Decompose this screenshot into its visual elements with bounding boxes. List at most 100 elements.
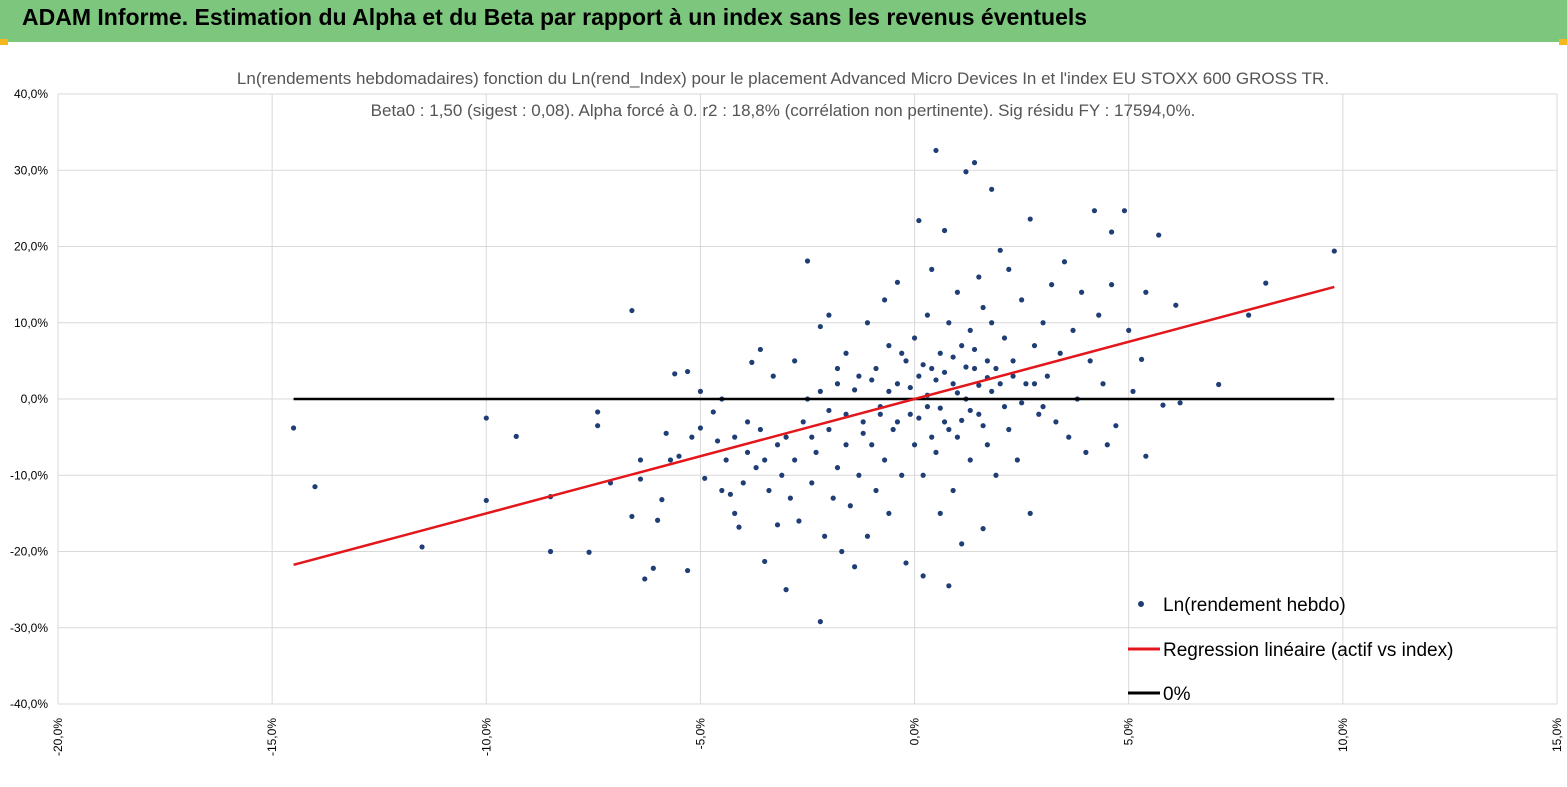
- chart-title: Ln(rendements hebdomadaires) fonction du…: [237, 69, 1329, 88]
- data-point: [877, 411, 883, 417]
- data-point: [864, 533, 871, 539]
- data-point: [989, 388, 995, 394]
- data-point: [1023, 381, 1029, 387]
- legend-label-zero: 0%: [1163, 684, 1191, 705]
- legend-marker-points: [1138, 601, 1144, 607]
- data-point: [1006, 266, 1012, 272]
- data-point: [852, 387, 858, 393]
- data-point: [809, 480, 815, 486]
- data-point: [1113, 423, 1119, 429]
- data-point: [1083, 449, 1089, 455]
- data-point: [1019, 400, 1025, 406]
- data-point: [817, 388, 823, 394]
- data-point: [727, 491, 734, 497]
- data-point: [971, 365, 978, 372]
- data-point: [924, 312, 931, 318]
- data-point: [941, 227, 948, 234]
- data-point: [834, 465, 841, 471]
- data-point: [629, 307, 635, 314]
- y-tick-label: 0,0%: [21, 392, 49, 406]
- data-point: [989, 186, 995, 192]
- data-point: [1126, 327, 1132, 333]
- data-point: [843, 411, 849, 417]
- data-point: [950, 487, 956, 494]
- data-point: [886, 388, 892, 394]
- y-tick-label: 10,0%: [14, 316, 48, 330]
- data-point: [916, 373, 922, 379]
- axis-ticks: 40,0% 30,0% 20,0% 10,0% 0,0% -10,0% -20,0% -30,…: [10, 87, 1564, 756]
- data-point: [980, 423, 986, 429]
- data-point: [290, 425, 297, 431]
- data-point: [980, 304, 986, 311]
- x-tick-label: 0,0%: [908, 718, 922, 746]
- x-tick-label: -10,0%: [479, 718, 493, 756]
- data-point: [1066, 434, 1072, 440]
- data-point: [826, 312, 832, 318]
- data-point: [667, 457, 674, 463]
- data-point: [1091, 208, 1098, 214]
- data-point: [1014, 457, 1020, 463]
- data-point: [749, 359, 755, 365]
- x-tick-label: 10,0%: [1336, 718, 1350, 752]
- data-point: [513, 433, 519, 439]
- x-tick-label: -5,0%: [693, 718, 707, 750]
- data-point: [1057, 350, 1063, 356]
- x-tick-label: 15,0%: [1550, 718, 1564, 752]
- data-point: [1087, 358, 1093, 364]
- data-point: [1061, 259, 1068, 265]
- data-point: [847, 503, 853, 509]
- data-point: [1053, 419, 1059, 425]
- data-point: [1036, 411, 1042, 417]
- y-tick-label: -40,0%: [10, 697, 48, 711]
- y-tick-label: 30,0%: [14, 163, 48, 177]
- data-point: [740, 480, 746, 486]
- data-point: [1216, 381, 1222, 388]
- data-point: [689, 434, 695, 440]
- data-point: [655, 517, 661, 523]
- y-tick-label: -30,0%: [10, 621, 48, 635]
- data-point: [697, 388, 704, 394]
- data-point: [312, 484, 318, 490]
- data-point: [1177, 400, 1183, 406]
- data-point: [1049, 282, 1055, 288]
- data-point: [547, 548, 554, 555]
- y-tick-label: -20,0%: [10, 545, 48, 559]
- y-tick-label: 40,0%: [14, 87, 48, 101]
- data-point: [980, 526, 986, 532]
- x-tick-label: -15,0%: [265, 718, 279, 756]
- data-point: [920, 472, 926, 478]
- data-point: [839, 548, 845, 555]
- data-point: [419, 544, 425, 550]
- data-point: [774, 442, 781, 448]
- data-point: [1173, 302, 1179, 308]
- data-point: [950, 354, 956, 360]
- data-point: [1108, 282, 1115, 288]
- regression-line: [293, 285, 1335, 567]
- data-point: [744, 449, 751, 455]
- data-point: [1031, 343, 1038, 349]
- data-point: [916, 217, 922, 224]
- data-point: [976, 274, 982, 280]
- data-point: [637, 457, 644, 463]
- data-point: [1010, 358, 1016, 364]
- data-point: [864, 320, 871, 326]
- data-point: [1156, 232, 1162, 238]
- data-point: [881, 297, 888, 303]
- data-point: [903, 358, 909, 364]
- data-point: [757, 426, 763, 433]
- data-point: [753, 465, 759, 471]
- data-point: [967, 327, 973, 333]
- data-point: [770, 373, 776, 379]
- data-point: [899, 350, 905, 356]
- data-point: [672, 371, 678, 377]
- data-point: [899, 472, 905, 478]
- legend: Ln(rendement hebdo) Regression linéaire …: [1128, 595, 1453, 705]
- data-point: [1027, 216, 1033, 222]
- data-point: [650, 565, 656, 571]
- x-tick-label: 5,0%: [1122, 718, 1136, 746]
- data-point: [967, 407, 973, 414]
- data-point: [929, 266, 935, 272]
- data-point: [946, 426, 952, 433]
- data-point: [732, 434, 738, 440]
- data-point: [881, 457, 888, 463]
